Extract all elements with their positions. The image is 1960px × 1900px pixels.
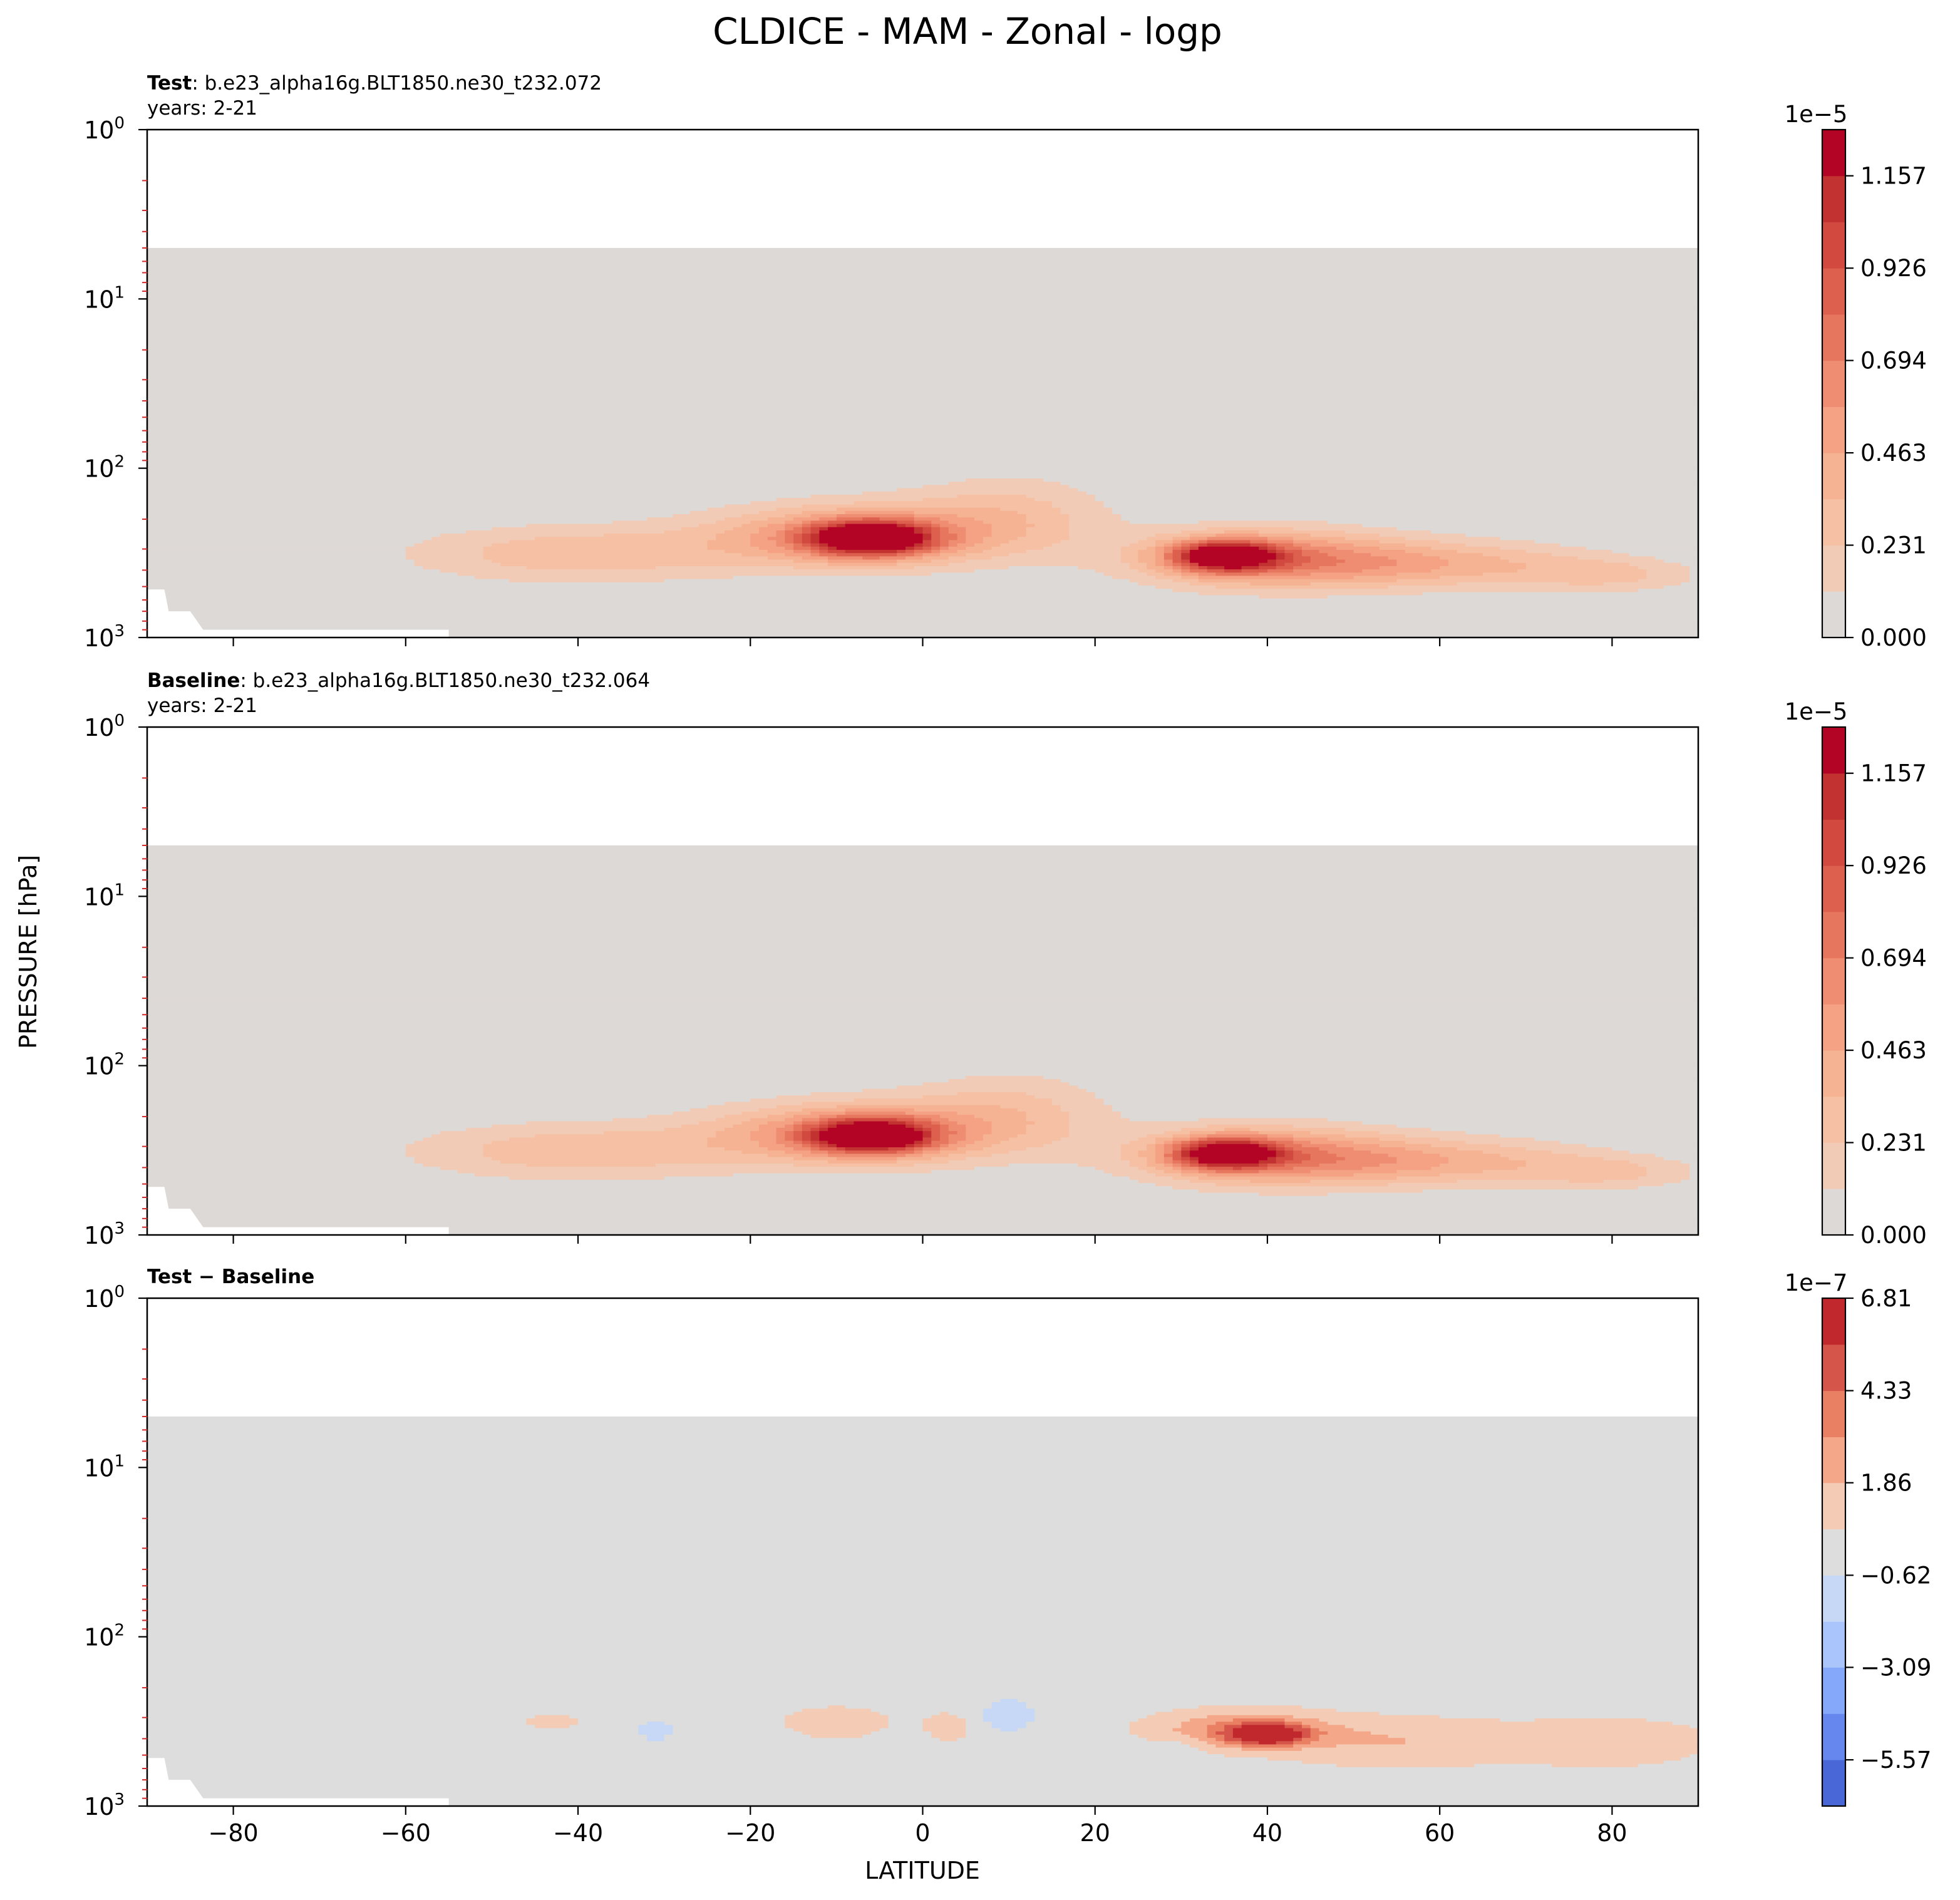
colorbar-frame — [1821, 726, 1847, 1236]
colorbar-swatch — [1822, 1050, 1845, 1097]
x-tick-label: 20 — [1080, 1819, 1110, 1847]
colorbar-swatch — [1822, 1529, 1845, 1576]
colorbar-tick-label: 0.000 — [1860, 1222, 1927, 1249]
colorbar-tick-label: −3.09 — [1860, 1654, 1931, 1681]
x-tick-label: 0 — [915, 1819, 930, 1847]
colorbar-swatch — [1822, 453, 1845, 500]
colorbar-swatch — [1822, 268, 1845, 315]
colorbar-swatch — [1822, 498, 1845, 546]
x-tick-label: 60 — [1425, 1819, 1455, 1847]
colorbar-frame — [1821, 128, 1847, 639]
panel-years-baseline: years: 2-21 — [147, 694, 257, 717]
colorbar-tick-label: 4.33 — [1860, 1378, 1912, 1405]
colorbar-swatch — [1822, 545, 1845, 592]
colorbar-swatch — [1822, 1621, 1845, 1668]
colorbar-tick-label: 0.694 — [1860, 348, 1927, 374]
y-tick-label: 100 — [84, 1283, 125, 1313]
colorbar-swatch — [1822, 1482, 1845, 1530]
colorbar-test: 0.000 0.231 0.463 0.694 0.926 1.157 1e−5 — [1785, 101, 1927, 651]
panel-difference: −80 −60 −40 −20 0 20 40 60 80 100 101 102 103 Test − … — [84, 1266, 1931, 1847]
panel-header-baseline: Baseline: b.e23_alpha16g.BLT1850.ne30_t2… — [147, 669, 650, 692]
y-tick-label: 102 — [84, 1621, 125, 1651]
y-axis-label: PRESSURE [hPa] — [14, 855, 42, 1049]
x-tick-label: −80 — [209, 1819, 259, 1847]
panel-test: 100 101 102 103 Test: b.e23_alpha16g.BLT1850… — [84, 72, 1927, 652]
panel-years-test: years: 2-21 — [147, 97, 257, 120]
y-tick-label: 101 — [84, 1452, 125, 1482]
colorbar-tick-label: 1.157 — [1860, 163, 1927, 190]
colorbar-swatch — [1822, 591, 1845, 638]
colorbar-tick-label: 0.231 — [1860, 532, 1927, 559]
y-tick-label: 103 — [84, 622, 125, 652]
colorbar-swatch — [1822, 1004, 1845, 1051]
colorbar-swatch — [1822, 1298, 1845, 1345]
colorbar-swatch — [1822, 911, 1845, 959]
topography-mask — [147, 1187, 449, 1235]
colorbar-tick-label: 0.463 — [1860, 440, 1927, 467]
topography-mask — [147, 589, 449, 638]
y-tick-label: 101 — [84, 283, 125, 313]
colorbar-swatch — [1822, 406, 1845, 453]
y-tick-label: 101 — [84, 880, 125, 911]
contour-field-test — [147, 247, 1699, 638]
colorbar-frame — [1821, 1297, 1847, 1807]
colorbar-swatch — [1822, 1713, 1845, 1760]
colorbar-tick-label: 1.86 — [1860, 1470, 1912, 1497]
colorbar-swatch — [1822, 727, 1845, 774]
x-tick-label: 80 — [1597, 1819, 1627, 1847]
panel-baseline: 100 101 102 103 Baseline: b.e23_alpha16g.BLT… — [84, 669, 1927, 1249]
colorbar-swatch — [1822, 360, 1845, 407]
colorbar-swatch — [1822, 1344, 1845, 1391]
y-tick-label: 100 — [84, 711, 125, 741]
y-tick-label: 102 — [84, 453, 125, 483]
colorbar-tick-label: 0.926 — [1860, 852, 1927, 879]
colorbar-swatch — [1822, 1437, 1845, 1484]
panel-header-difference: Test − Baseline — [147, 1266, 314, 1288]
colorbar-swatch — [1822, 819, 1845, 866]
colorbar-tick-label: 0.000 — [1860, 624, 1927, 651]
x-tick-label: −20 — [725, 1819, 775, 1847]
colorbar-tick-label: 1.157 — [1860, 760, 1927, 787]
colorbar-swatch — [1822, 1760, 1845, 1807]
colorbar-difference: −5.57 −3.09 −0.62 1.86 4.33 6.81 1e−7 — [1785, 1269, 1931, 1807]
colorbar-swatch — [1822, 1142, 1845, 1189]
colorbar-swatch — [1822, 1096, 1845, 1144]
colorbar-tick-label: −0.62 — [1860, 1562, 1931, 1589]
colorbar-multiplier: 1e−5 — [1785, 698, 1848, 725]
colorbar-tick-label: 0.231 — [1860, 1130, 1927, 1157]
colorbar-swatch — [1822, 1189, 1845, 1236]
colorbar-multiplier: 1e−7 — [1785, 1269, 1848, 1296]
panel-header-test: Test: b.e23_alpha16g.BLT1850.ne30_t232.0… — [147, 72, 602, 95]
colorbar-swatch — [1822, 314, 1845, 361]
figure-title: CLDICE - MAM - Zonal - logp — [713, 10, 1222, 53]
y-tick-label: 100 — [84, 114, 125, 144]
colorbar-tick-label: 6.81 — [1860, 1285, 1912, 1312]
colorbar-tick-label: 0.694 — [1860, 945, 1927, 972]
colorbar-multiplier: 1e−5 — [1785, 101, 1848, 128]
colorbar-swatch — [1822, 1390, 1845, 1438]
colorbar-swatch — [1822, 175, 1845, 222]
y-tick-label: 103 — [84, 1219, 125, 1249]
contour-field-difference — [147, 1416, 1699, 1807]
colorbar-tick-label: −5.57 — [1860, 1747, 1931, 1774]
colorbar-swatch — [1822, 130, 1845, 177]
colorbar-swatch — [1822, 222, 1845, 269]
colorbar-swatch — [1822, 773, 1845, 820]
colorbar-swatch — [1822, 1575, 1845, 1622]
topography-mask — [147, 1758, 449, 1806]
colorbar-swatch — [1822, 958, 1845, 1004]
colorbar-tick-label: 0.463 — [1860, 1037, 1927, 1064]
x-tick-label: −40 — [553, 1819, 603, 1847]
x-tick-label: −60 — [381, 1819, 431, 1847]
colorbar-tick-label: 0.926 — [1860, 255, 1927, 282]
y-tick-label: 102 — [84, 1050, 125, 1080]
colorbar-baseline: 0.000 0.231 0.463 0.694 0.926 1.157 1e−5 — [1785, 698, 1927, 1249]
contour-field-baseline — [147, 845, 1699, 1236]
x-tick-label: 40 — [1252, 1819, 1282, 1847]
colorbar-swatch — [1822, 865, 1845, 912]
colorbar-swatch — [1822, 1667, 1845, 1714]
x-axis-label: LATITUDE — [865, 1857, 980, 1884]
y-tick-label: 103 — [84, 1790, 125, 1820]
